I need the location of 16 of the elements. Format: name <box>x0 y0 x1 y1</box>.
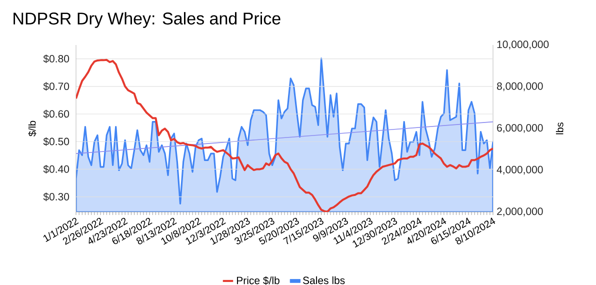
y2-tick-label: 2,000,000 <box>497 208 543 216</box>
y-tick-label: $0.70 <box>43 82 70 91</box>
legend-label: Price $/lb <box>236 276 280 285</box>
y-tick-label: $0.40 <box>43 164 70 174</box>
y2-axis-title: lbs <box>556 122 564 134</box>
chart-title: NDPSR Dry Whey: Sales and Price <box>14 12 280 28</box>
y-axis-title: $/lb <box>28 120 36 136</box>
y2-tick-label: 10,000,000 <box>497 40 549 50</box>
y2-tick-label: 8,000,000 <box>496 82 543 92</box>
y-tick-label: $0.50 <box>43 137 70 146</box>
y2-tick-label: 6,000,000 <box>497 124 543 133</box>
legend-label: Sales lbs <box>303 276 345 284</box>
y2-tick-label: 4,000,000 <box>496 166 543 175</box>
y-tick-label: $0.80 <box>43 54 70 64</box>
y-tick-label: $0.60 <box>43 110 70 118</box>
y-tick-label: $0.30 <box>43 192 70 202</box>
